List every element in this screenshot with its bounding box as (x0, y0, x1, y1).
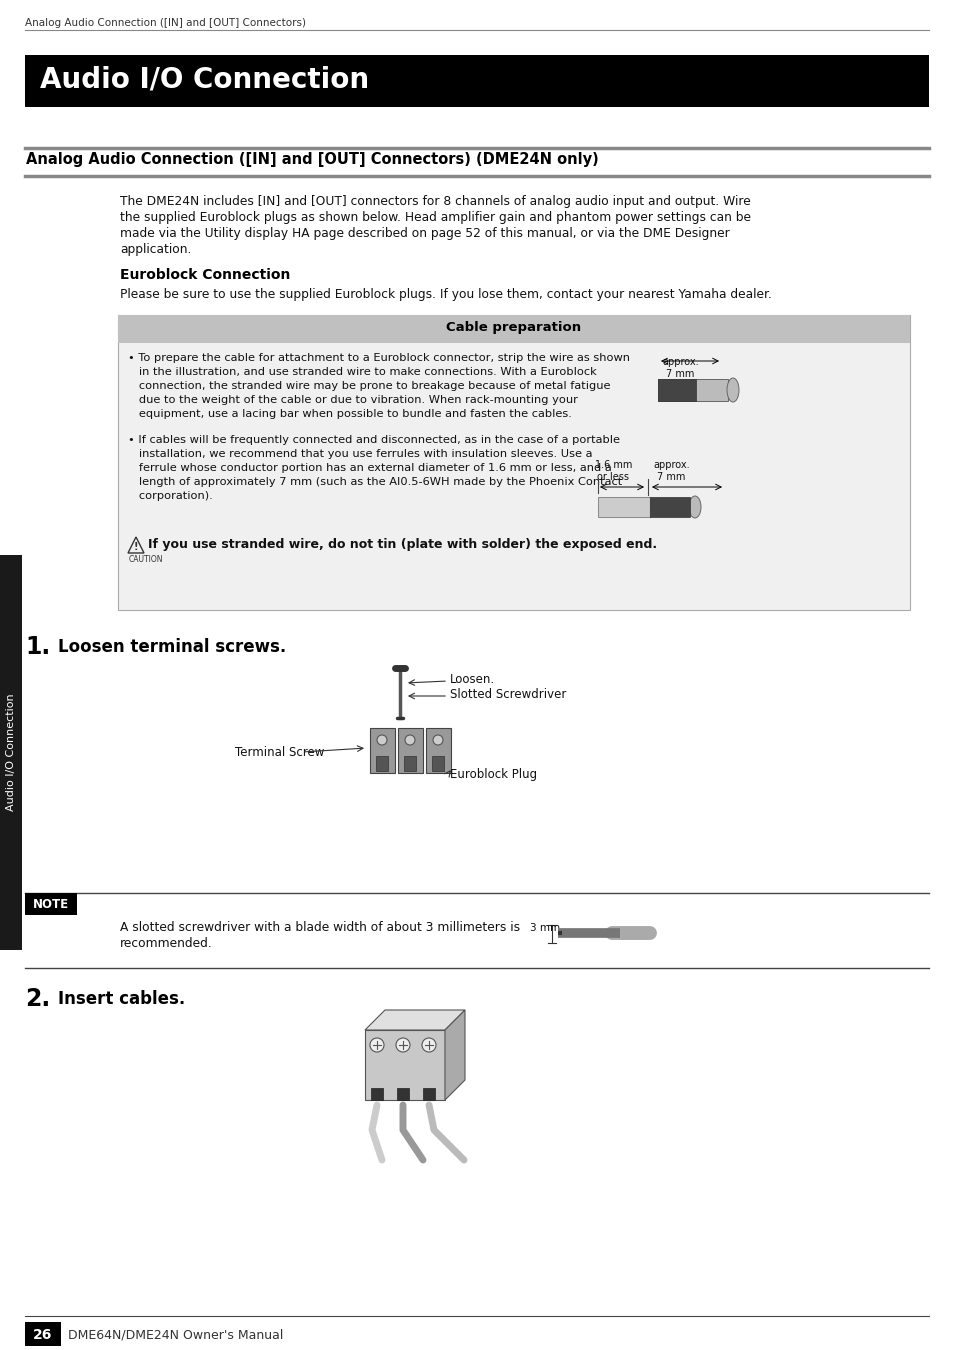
Text: !: ! (133, 541, 138, 552)
Text: 1.: 1. (25, 634, 51, 659)
Text: corporation).: corporation). (128, 491, 213, 501)
Polygon shape (365, 1010, 464, 1030)
Bar (432, 756, 443, 771)
Bar (403, 756, 416, 771)
Text: Euroblock Plug: Euroblock Plug (450, 768, 537, 782)
Text: CAUTION: CAUTION (129, 555, 163, 564)
Ellipse shape (688, 495, 700, 518)
Text: connection, the stranded wire may be prone to breakage because of metal fatigue: connection, the stranded wire may be pro… (128, 381, 610, 392)
Text: due to the weight of the cable or due to vibration. When rack-mounting your: due to the weight of the cable or due to… (128, 396, 578, 405)
Text: installation, we recommend that you use ferrules with insulation sleeves. Use a: installation, we recommend that you use … (128, 450, 592, 459)
Text: Loosen terminal screws.: Loosen terminal screws. (58, 639, 286, 656)
Text: equipment, use a lacing bar when possible to bundle and fasten the cables.: equipment, use a lacing bar when possibl… (128, 409, 571, 418)
Circle shape (370, 1038, 384, 1052)
Text: 1.6 mm: 1.6 mm (595, 460, 632, 470)
Bar (397, 728, 422, 774)
Text: 3 mm: 3 mm (530, 923, 559, 933)
Circle shape (376, 734, 387, 745)
Text: DME64N/DME24N Owner's Manual: DME64N/DME24N Owner's Manual (68, 1328, 283, 1341)
Text: approx.: approx. (661, 356, 698, 367)
Text: The DME24N includes [IN] and [OUT] connectors for 8 channels of analog audio inp: The DME24N includes [IN] and [OUT] conne… (120, 194, 750, 208)
Bar (0, 555, 22, 950)
Text: length of approximately 7 mm (such as the AI0.5-6WH made by the Phoenix Contact: length of approximately 7 mm (such as th… (128, 477, 621, 487)
Bar (598, 497, 649, 517)
Ellipse shape (726, 378, 739, 402)
Text: Please be sure to use the supplied Euroblock plugs. If you lose them, contact yo: Please be sure to use the supplied Eurob… (120, 288, 771, 301)
Text: in the illustration, and use stranded wire to make connections. With a Euroblock: in the illustration, and use stranded wi… (128, 367, 597, 377)
Bar (25, 55, 928, 107)
Text: 26: 26 (33, 1328, 52, 1342)
Text: Audio I/O Connection: Audio I/O Connection (40, 65, 369, 93)
Bar (422, 1088, 435, 1100)
Text: • If cables will be frequently connected and disconnected, as in the case of a p: • If cables will be frequently connected… (128, 435, 619, 446)
Text: Analog Audio Connection ([IN] and [OUT] Connectors) (DME24N only): Analog Audio Connection ([IN] and [OUT] … (26, 153, 598, 167)
Text: Cable preparation: Cable preparation (446, 321, 581, 333)
Circle shape (395, 1038, 410, 1052)
Bar (118, 315, 909, 610)
Bar (426, 728, 451, 774)
Bar (118, 315, 909, 343)
Bar (658, 379, 696, 401)
Bar (658, 379, 727, 401)
Text: ferrule whose conductor portion has an external diameter of 1.6 mm or less, and : ferrule whose conductor portion has an e… (128, 463, 611, 472)
Text: 2.: 2. (25, 987, 51, 1011)
Polygon shape (128, 537, 144, 554)
Text: recommended.: recommended. (120, 937, 213, 950)
Text: A slotted screwdriver with a blade width of about 3 millimeters is: A slotted screwdriver with a blade width… (120, 921, 519, 934)
Bar (370, 728, 395, 774)
Text: 7 mm: 7 mm (657, 472, 684, 482)
Bar (25, 892, 77, 915)
Text: or less: or less (597, 472, 628, 482)
Text: • To prepare the cable for attachment to a Euroblock connector, strip the wire a: • To prepare the cable for attachment to… (128, 352, 629, 363)
Text: Terminal Screw: Terminal Screw (234, 747, 324, 759)
Circle shape (433, 734, 442, 745)
Circle shape (421, 1038, 436, 1052)
Text: application.: application. (120, 243, 192, 256)
Bar (375, 756, 388, 771)
Text: Analog Audio Connection ([IN] and [OUT] Connectors): Analog Audio Connection ([IN] and [OUT] … (25, 18, 306, 28)
Polygon shape (444, 1010, 464, 1100)
Text: Euroblock Connection: Euroblock Connection (120, 269, 290, 282)
Text: Insert cables.: Insert cables. (58, 990, 185, 1008)
Text: Loosen.: Loosen. (450, 674, 495, 686)
Text: made via the Utility display HA page described on page 52 of this manual, or via: made via the Utility display HA page des… (120, 227, 729, 240)
Text: the supplied Euroblock plugs as shown below. Head amplifier gain and phantom pow: the supplied Euroblock plugs as shown be… (120, 211, 750, 224)
Bar (365, 1030, 444, 1100)
Text: approx.: approx. (652, 460, 689, 470)
Text: NOTE: NOTE (33, 898, 69, 911)
Bar (649, 497, 689, 517)
Bar (396, 1088, 409, 1100)
Bar (25, 1322, 61, 1346)
Bar (371, 1088, 382, 1100)
Circle shape (405, 734, 415, 745)
Text: Slotted Screwdriver: Slotted Screwdriver (450, 688, 566, 701)
Text: 7 mm: 7 mm (665, 369, 694, 379)
Text: Audio I/O Connection: Audio I/O Connection (6, 694, 16, 811)
Text: If you use stranded wire, do not tin (plate with solder) the exposed end.: If you use stranded wire, do not tin (pl… (148, 539, 657, 551)
